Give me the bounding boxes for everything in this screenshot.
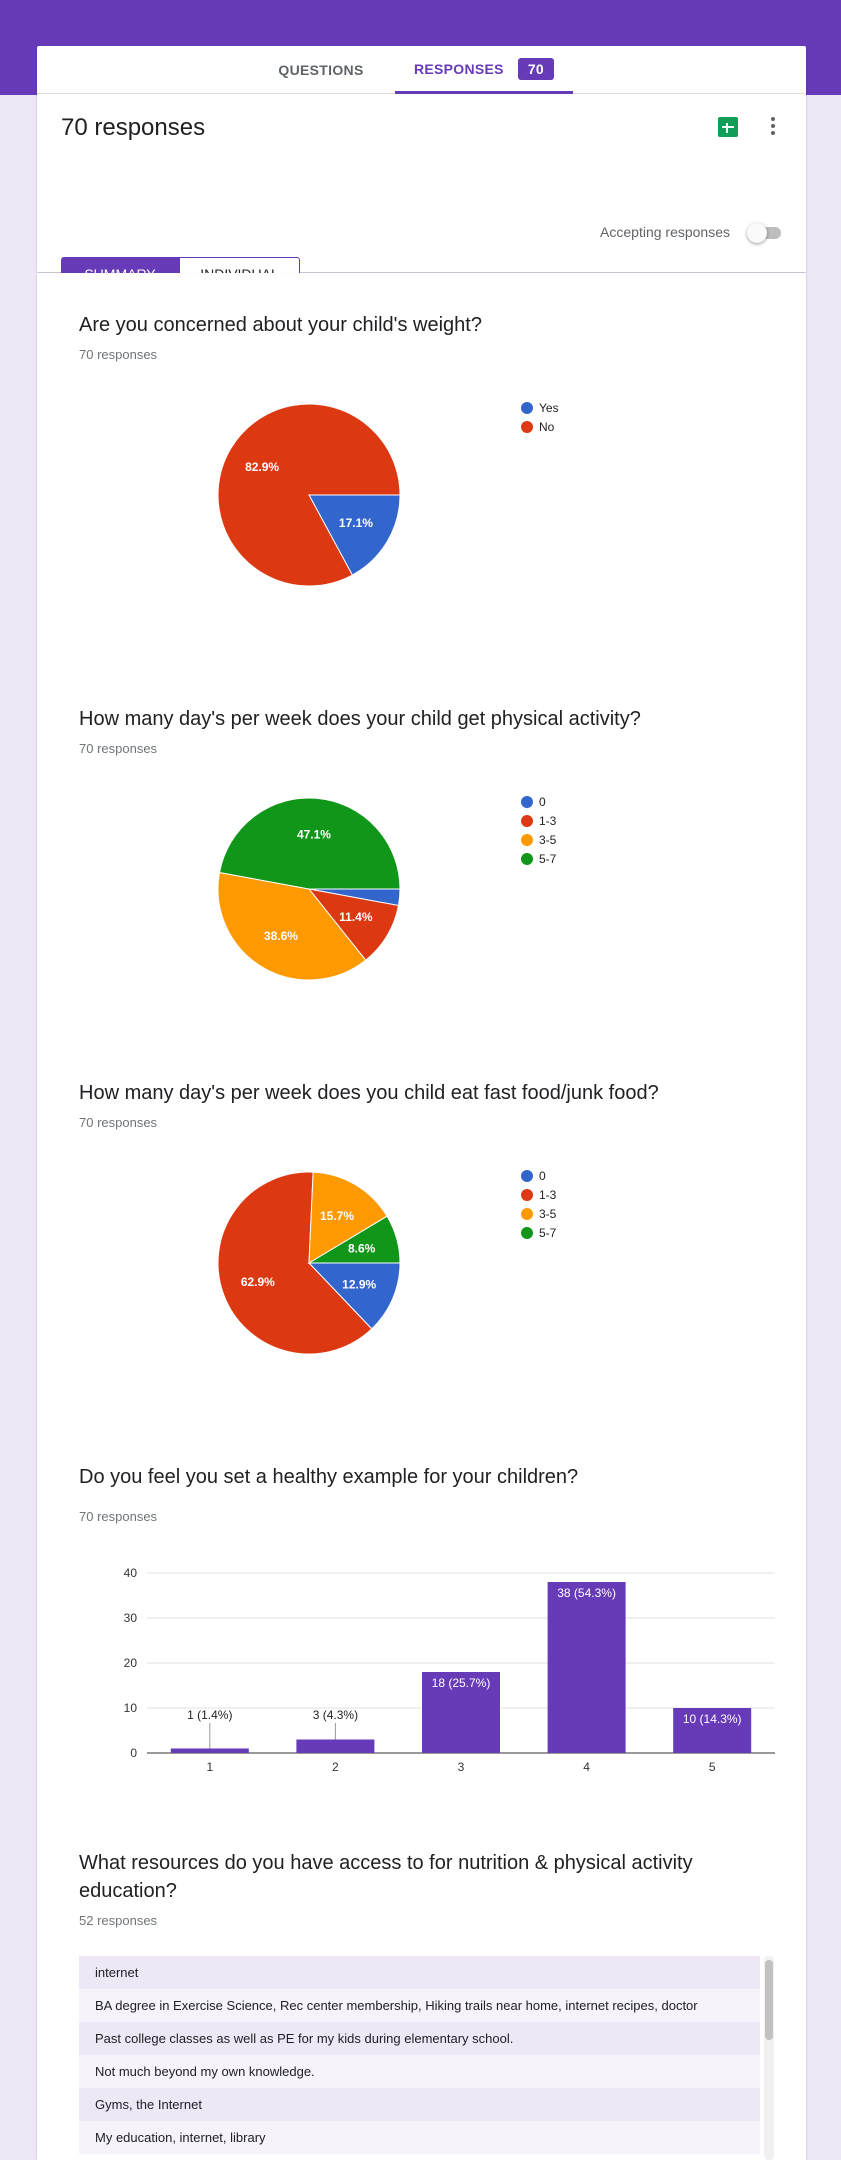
scrollbar-thumb[interactable]	[765, 1960, 773, 2040]
pie-value-label: 82.9%	[245, 460, 279, 474]
scrollbar[interactable]	[764, 1956, 774, 2160]
x-tick-label: 3	[458, 1760, 465, 1774]
list-item: BA degree in Exercise Science, Rec cente…	[79, 1989, 760, 2022]
pie-value-label: 38.6%	[264, 929, 298, 943]
legend-swatch	[521, 421, 533, 433]
legend-swatch	[521, 1170, 533, 1182]
bar-value-label: 38 (54.3%)	[557, 1586, 616, 1600]
legend-swatch	[521, 796, 533, 808]
legend-swatch	[521, 1208, 533, 1220]
legend-swatch	[521, 853, 533, 865]
list-item: Past college classes as well as PE for m…	[79, 2022, 760, 2055]
legend-entry: No	[539, 420, 555, 434]
x-tick-label: 5	[709, 1760, 716, 1774]
page-title: 70 responses	[61, 114, 206, 141]
question-4-title: Do you feel you set a healthy example fo…	[79, 1466, 579, 1488]
legend-entry: 5-7	[539, 1226, 557, 1240]
pie-chart-3: 12.9% 62.9% 15.7% 8.6% 0 1-3 3-5 5-7	[217, 1169, 557, 1355]
pie-slice-0	[307, 1262, 401, 1330]
legend-entry: 0	[539, 1169, 546, 1183]
text-response-list[interactable]: internet BA degree in Exercise Science, …	[79, 1956, 771, 2160]
bar-3	[422, 1672, 500, 1753]
legend-entry: Yes	[539, 401, 559, 415]
accepting-responses-label: Accepting responses	[600, 224, 730, 240]
pie-value-label: 62.9%	[241, 1275, 275, 1289]
tab-questions[interactable]: QUESTIONS	[267, 46, 375, 94]
sheets-icon[interactable]	[718, 117, 738, 137]
legend-entry: 0	[539, 795, 546, 809]
bar-value-label: 10 (14.3%)	[683, 1712, 742, 1726]
pie-chart-1: 17.1% 82.9% Yes No	[217, 401, 559, 587]
pie-slice-5-7	[218, 797, 401, 890]
pie-slice-3-5	[308, 1171, 388, 1264]
more-vert-icon[interactable]	[767, 114, 779, 138]
x-tick-label: 1	[206, 1760, 213, 1774]
pie-value-label: 17.1%	[339, 516, 373, 530]
responses-count-badge: 70	[517, 57, 555, 80]
responses-header-card: QUESTIONS RESPONSES 70 70 responses Accep…	[37, 46, 806, 291]
pie-value-label: 11.4%	[339, 910, 373, 924]
y-tick-label: 20	[124, 1656, 138, 1670]
pie-slice-Yes	[308, 494, 401, 576]
legend-entry: 1-3	[539, 1188, 557, 1202]
summary-card: Are you concerned about your child's wei…	[37, 273, 806, 2160]
pie-chart-2: 11.4% 38.6% 47.1% 0 1-3 3-5 5-7	[217, 795, 557, 981]
legend-entry: 3-5	[539, 833, 557, 847]
question-2-title: How many day's per week does your child …	[79, 708, 641, 730]
pie-value-label: 15.7%	[320, 1209, 354, 1223]
accepting-responses-toggle[interactable]	[747, 222, 783, 243]
question-2-count: 70 responses	[79, 741, 158, 756]
y-tick-label: 10	[124, 1701, 138, 1715]
tab-bar: QUESTIONS RESPONSES 70	[37, 46, 806, 94]
bar-chart: 0 10 20 30 40 1 1 (1.4%) 2 3 (4.3%) 3 18 (25.7%) 4 3…	[124, 1566, 775, 1774]
tab-responses[interactable]: RESPONSES 70	[395, 46, 573, 94]
bar-5	[673, 1708, 752, 1753]
legend-swatch	[521, 815, 533, 827]
pie-value-label: 47.1%	[297, 828, 331, 842]
bar-value-label: 3 (4.3%)	[313, 1708, 358, 1722]
bar-1	[170, 1748, 249, 1753]
bar-value-label: 1 (1.4%)	[187, 1708, 232, 1722]
pie-slice-No	[217, 403, 401, 587]
legend-entry: 3-5	[539, 1207, 557, 1221]
x-tick-label: 4	[583, 1760, 590, 1774]
legend-entry: 1-3	[539, 814, 557, 828]
question-5-count: 52 responses	[79, 1913, 158, 1928]
bar-2	[296, 1739, 375, 1753]
legend-swatch	[521, 402, 533, 414]
tab-questions-label: QUESTIONS	[278, 62, 364, 78]
question-1-count: 70 responses	[79, 347, 158, 362]
question-1-title: Are you concerned about your child's wei…	[79, 314, 482, 336]
pie-slice-5-7	[307, 1215, 401, 1264]
list-item: internet	[79, 1956, 760, 1989]
legend-swatch	[521, 834, 533, 846]
question-3-title: How many day's per week does you child e…	[79, 1082, 659, 1104]
list-item: Not much beyond my own knowledge.	[79, 2055, 760, 2088]
pie-slice-3-5	[217, 871, 367, 981]
pie-value-label: 12.9%	[342, 1278, 376, 1292]
legend-entry: 5-7	[539, 852, 557, 866]
question-3-count: 70 responses	[79, 1115, 158, 1130]
y-tick-label: 40	[124, 1566, 138, 1580]
legend-swatch	[521, 1227, 533, 1239]
bar-4	[547, 1582, 626, 1753]
question-4-count: 70 responses	[79, 1509, 158, 1524]
x-tick-label: 2	[332, 1760, 339, 1774]
bar-value-label: 18 (25.7%)	[432, 1676, 491, 1690]
list-item: Gyms, the Internet	[79, 2088, 760, 2121]
legend-swatch	[521, 1189, 533, 1201]
y-tick-label: 30	[124, 1611, 138, 1625]
pie-slice-1-3	[307, 888, 400, 961]
pie-value-label: 8.6%	[348, 1241, 376, 1255]
tab-responses-label: RESPONSES	[413, 60, 504, 77]
pie-slice-1-3	[217, 1171, 373, 1355]
question-5-title: What resources do you have access to for…	[79, 1852, 693, 1902]
y-tick-label: 0	[130, 1746, 137, 1760]
list-item: My education, internet, library	[79, 2121, 760, 2154]
